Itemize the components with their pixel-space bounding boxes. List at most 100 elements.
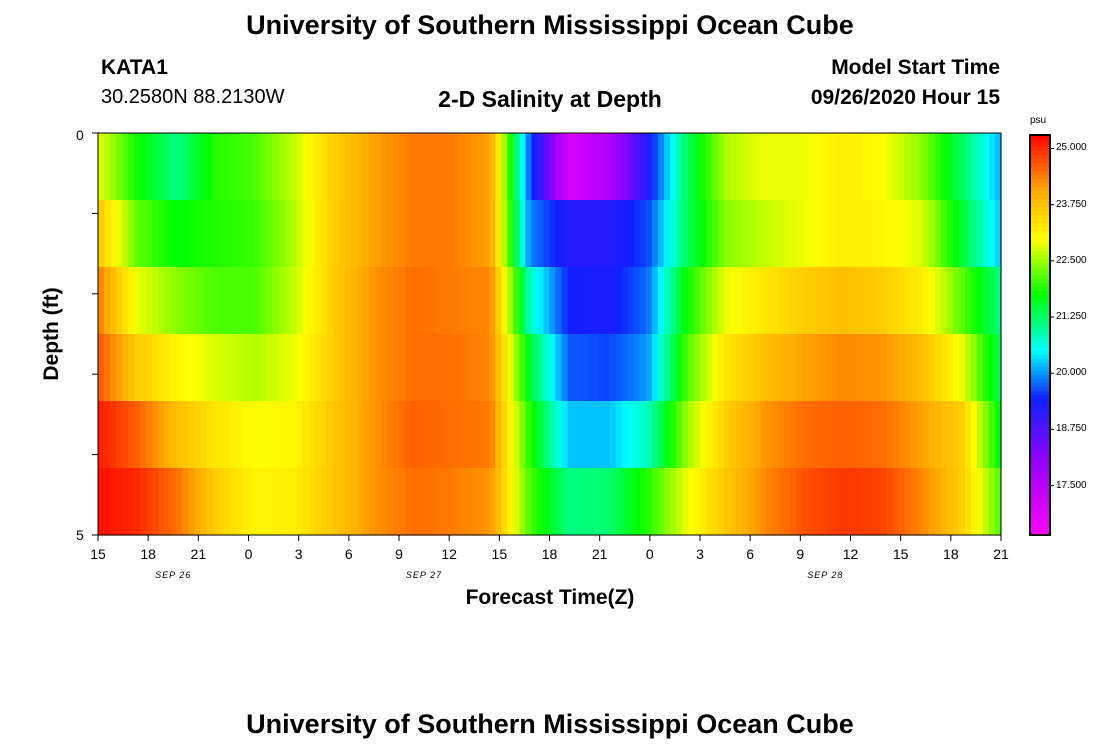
heatmap-cell <box>296 200 304 268</box>
heatmap-cell <box>880 200 888 268</box>
heatmap-cell <box>850 133 858 201</box>
heatmap-cell <box>447 401 454 469</box>
heatmap-cell <box>350 133 358 201</box>
heatmap-cell <box>712 334 719 402</box>
heatmap-cell <box>681 200 689 268</box>
heatmap-cell <box>266 334 274 402</box>
heatmap-cell <box>886 334 894 402</box>
heatmap-cell <box>290 401 298 469</box>
heatmap-cell <box>687 200 695 268</box>
colorbar-segment <box>1030 399 1050 404</box>
heatmap-cell <box>128 401 135 469</box>
heatmap-cell <box>501 200 508 268</box>
heatmap-cell <box>826 200 834 268</box>
heatmap-cell <box>501 267 508 335</box>
heatmap-cell <box>904 401 912 469</box>
heatmap-cell <box>417 401 424 469</box>
heatmap-cell <box>537 133 545 201</box>
heatmap-cell <box>290 200 298 268</box>
heatmap-cell <box>176 334 183 402</box>
colorbar-tick-label: 22.500 <box>1056 254 1087 266</box>
heatmap-cell <box>386 267 394 335</box>
heatmap-cell <box>140 133 147 201</box>
heatmap-cell <box>146 267 153 335</box>
heatmap-cell <box>657 401 665 469</box>
heatmap-cell <box>489 267 496 335</box>
heatmap-cell <box>260 133 268 201</box>
heatmap-cell <box>254 334 262 402</box>
heatmap-cell <box>567 334 575 402</box>
heatmap-cell <box>988 401 996 469</box>
heatmap-cell <box>868 200 876 268</box>
heatmap-cell <box>916 401 924 469</box>
heatmap-cell <box>465 133 472 201</box>
heatmap-cell <box>326 267 334 335</box>
heatmap-cell <box>820 401 828 469</box>
heatmap-cell <box>314 334 322 402</box>
heatmap-cell <box>585 200 593 268</box>
heatmap-cell <box>597 200 605 268</box>
heatmap-cell <box>892 267 900 335</box>
heatmap-cell <box>272 267 280 335</box>
heatmap-cell <box>892 133 900 201</box>
heatmap-cell <box>399 200 406 268</box>
heatmap-cell <box>778 334 785 402</box>
heatmap-cell <box>380 334 388 402</box>
heatmap-cell <box>374 334 382 402</box>
heatmap-cell <box>736 267 743 335</box>
colorbar-tick-label: 18.750 <box>1056 423 1087 435</box>
heatmap-cell <box>134 133 141 201</box>
heatmap-cell <box>176 401 183 469</box>
heatmap-cell <box>308 334 316 402</box>
heatmap-cell <box>308 267 316 335</box>
heatmap-cell <box>615 133 623 201</box>
heatmap-cell <box>152 468 159 536</box>
heatmap-cell <box>200 401 207 469</box>
heatmap-cell <box>952 334 960 402</box>
heatmap-cell <box>712 468 719 536</box>
heatmap-cell <box>856 133 864 201</box>
heatmap-cell <box>399 267 406 335</box>
heatmap-cell <box>796 401 803 469</box>
heatmap-cell <box>140 401 147 469</box>
heatmap-cell <box>374 200 382 268</box>
heatmap-cell <box>555 200 563 268</box>
heatmap-cell <box>886 200 894 268</box>
x-tick-label: 18 <box>541 546 558 562</box>
heatmap-cell <box>645 267 653 335</box>
heatmap-cell <box>170 133 177 201</box>
heatmap-cell <box>934 267 942 335</box>
heatmap-cell <box>994 401 1002 469</box>
heatmap-cell <box>555 133 563 201</box>
heatmap-cell <box>621 401 629 469</box>
colorbar-segment <box>1030 407 1050 412</box>
x-tick-label: 15 <box>90 546 106 562</box>
heatmap-cell <box>916 133 924 201</box>
heatmap-cell <box>603 401 611 469</box>
heatmap-cell <box>380 267 388 335</box>
heatmap-cell <box>278 200 286 268</box>
heatmap-cell <box>380 401 388 469</box>
heatmap-cell <box>615 200 623 268</box>
heatmap-cell <box>411 200 418 268</box>
heatmap-cell <box>513 334 520 402</box>
heatmap-cell <box>814 200 821 268</box>
colorbar-segment <box>1030 351 1050 356</box>
heatmap-cell <box>880 401 888 469</box>
heatmap-cell <box>489 133 496 201</box>
colorbar-segment <box>1030 471 1050 476</box>
heatmap-cell <box>471 267 478 335</box>
heatmap-cell <box>483 200 490 268</box>
heatmap-cell <box>555 267 563 335</box>
heatmap-cell <box>784 401 791 469</box>
heatmap-cell <box>669 133 677 201</box>
heatmap-cell <box>284 133 292 201</box>
heatmap-cell <box>242 334 250 402</box>
heatmap-cell <box>254 401 262 469</box>
heatmap-cell <box>266 267 274 335</box>
heatmap-cell <box>597 334 605 402</box>
heatmap-cell <box>856 267 864 335</box>
heatmap-cell <box>459 468 466 536</box>
heatmap-cell <box>248 468 256 536</box>
heatmap-cell <box>796 200 803 268</box>
